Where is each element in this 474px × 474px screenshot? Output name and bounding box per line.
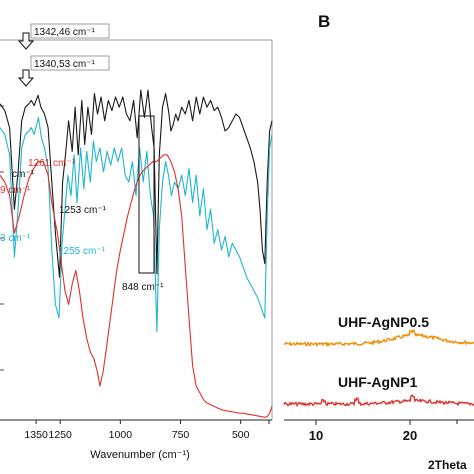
xrd-series-line-1 bbox=[283, 329, 474, 348]
annotation-box-1342 bbox=[30, 23, 110, 39]
panel-a-x-ticks: 1350 1250 1000 750 500 bbox=[0, 105, 250, 441]
annotation-848: 848 cm⁻¹ bbox=[122, 282, 164, 293]
peak-arrow-1340 bbox=[17, 69, 35, 87]
panel-a-series bbox=[0, 89, 273, 418]
annotation-1261: 1261 cm⁻¹ bbox=[28, 158, 76, 169]
peak-848-highlight-box bbox=[138, 115, 155, 274]
x-tick-label: 1250 bbox=[48, 429, 72, 441]
x-tick-label: 500 bbox=[232, 429, 250, 441]
x-tick-label: 1000 bbox=[109, 429, 133, 441]
legend-uhf-agnp1: UHF-AgNP1 bbox=[338, 374, 418, 390]
xrd-tick-label: 10 bbox=[309, 428, 323, 443]
panel-b: B 10 20 UHF-AgNP0.5 UHF-AgNP1 2Theta bbox=[268, 12, 474, 472]
x-tick-label: 1350 bbox=[24, 429, 48, 441]
ftir-series-line-1 bbox=[0, 89, 273, 278]
peak-arrow-1342 bbox=[17, 32, 35, 50]
xrd-series-line-2 bbox=[283, 394, 474, 408]
ftir-series-line-3 bbox=[0, 154, 273, 418]
panel-b-label: B bbox=[318, 12, 330, 31]
x-axis-title-wavenumber: Wavenumber (cm⁻¹) bbox=[90, 449, 190, 461]
xrd-tick-label: 20 bbox=[403, 428, 417, 443]
panel-b-x-axis-title: 2Theta bbox=[428, 458, 467, 472]
annotation-1340: 1340,53 cm⁻¹ bbox=[34, 59, 96, 70]
panel-b-series bbox=[283, 329, 474, 408]
legend-uhf-agnp05: UHF-AgNP0.5 bbox=[338, 314, 429, 330]
panel-a: 1350 1250 1000 750 500 1342,46 cm⁻¹ 1340,53 … bbox=[0, 23, 273, 461]
panel-b-x-ticks: 10 20 bbox=[268, 420, 458, 443]
ftir-series-line-2 bbox=[0, 116, 273, 333]
annotation-partial-red: 9 cm⁻¹ bbox=[0, 185, 31, 196]
annotation-partial-black: cm⁻¹ bbox=[12, 169, 35, 180]
annotation-1253: 1253 cm⁻¹ bbox=[59, 205, 107, 216]
annotation-box-1340 bbox=[30, 55, 110, 71]
annotation-1255: 1255 cm⁻¹ bbox=[58, 246, 106, 257]
annotation-partial-cyan: 3 cm⁻¹ bbox=[0, 233, 31, 244]
x-tick-label: 750 bbox=[172, 429, 190, 441]
annotation-1342: 1342,46 cm⁻¹ bbox=[34, 27, 96, 38]
